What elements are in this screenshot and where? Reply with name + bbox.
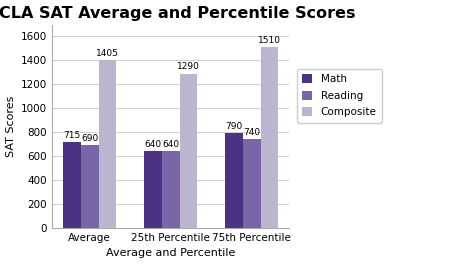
Text: 640: 640: [144, 140, 162, 149]
Bar: [63, 142, 81, 228]
Bar: [180, 74, 198, 228]
Y-axis label: SAT Scores: SAT Scores: [6, 96, 16, 157]
Text: 740: 740: [243, 128, 260, 137]
Bar: [81, 145, 99, 228]
Text: 790: 790: [225, 122, 243, 131]
Bar: [225, 133, 243, 228]
Bar: [261, 47, 278, 228]
Text: 1510: 1510: [258, 36, 281, 45]
Bar: [144, 152, 162, 228]
Text: 1290: 1290: [177, 62, 200, 72]
Legend: Math, Reading, Composite: Math, Reading, Composite: [297, 69, 382, 122]
Bar: [99, 60, 117, 228]
Title: UCLA SAT Average and Percentile Scores: UCLA SAT Average and Percentile Scores: [0, 6, 356, 21]
Text: 1405: 1405: [96, 49, 119, 58]
X-axis label: Average and Percentile: Average and Percentile: [106, 248, 236, 258]
Bar: [243, 139, 261, 228]
Text: 690: 690: [81, 134, 98, 143]
Text: 640: 640: [162, 140, 179, 149]
Bar: [162, 152, 180, 228]
Text: 715: 715: [63, 131, 81, 140]
